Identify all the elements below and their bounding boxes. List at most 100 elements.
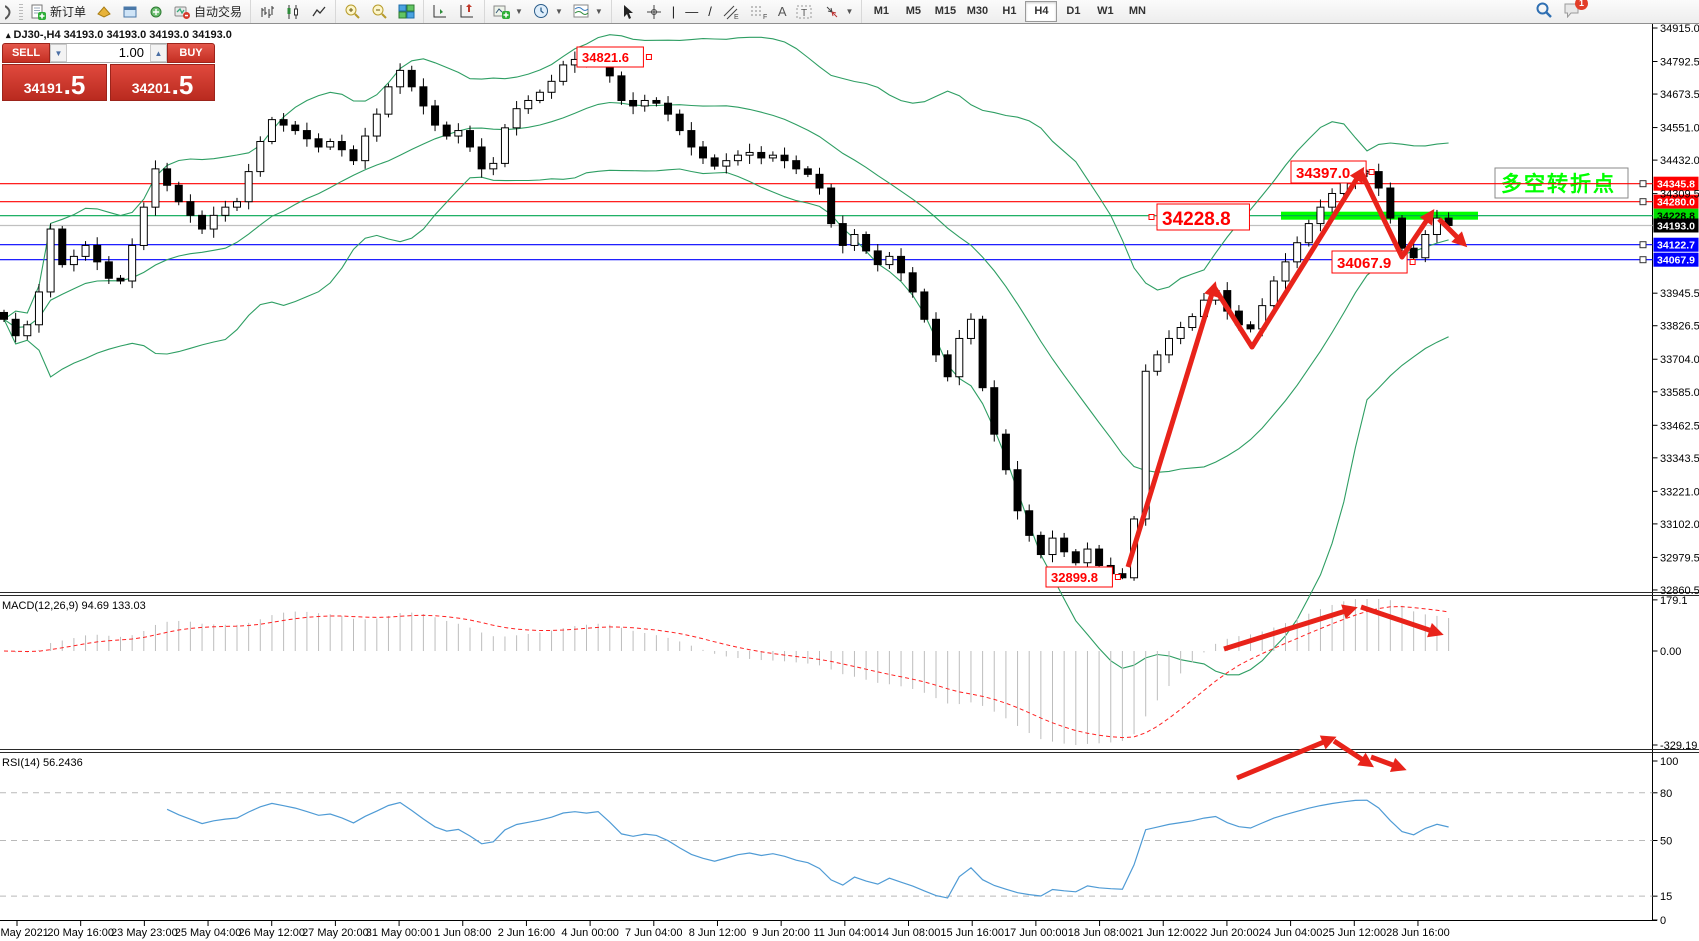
chart-shift-icon[interactable] <box>454 1 481 23</box>
add-indicator-button[interactable]: ▼ <box>488 1 528 23</box>
timeframe-mn[interactable]: MN <box>1128 5 1146 17</box>
price-label-box <box>1331 250 1408 274</box>
buy-price-last-digit: .5 <box>171 70 194 100</box>
price-tick: 34673.5 <box>1660 89 1699 101</box>
price-tick: 32860.5 <box>1660 585 1699 597</box>
volume-decrease-button[interactable]: ▼ <box>50 44 67 62</box>
timeframe-h1[interactable]: H1 <box>1002 5 1017 17</box>
rsi-level: 0 <box>1660 915 1666 927</box>
red-arrowhead <box>1427 623 1444 638</box>
red-arrow <box>1211 170 1364 350</box>
svg-text:34345.8: 34345.8 <box>1657 179 1695 191</box>
toolbar-search-icon[interactable] <box>1535 1 1553 22</box>
macd-pane: 179.1 0.00 -329.19 <box>3 595 1697 752</box>
bar-chart-icon[interactable] <box>254 1 280 23</box>
timeframe-h4[interactable]: H4 <box>1025 1 1058 22</box>
data-window-icon[interactable] <box>117 1 143 23</box>
new-order-icon <box>31 4 46 20</box>
signals-icon[interactable] <box>143 1 169 23</box>
volume-increase-button[interactable]: ▲ <box>150 44 167 62</box>
time-tick: 26 May 12:00 <box>238 927 305 939</box>
pivot-annotation-box <box>1494 167 1629 199</box>
price-tick: 33945.5 <box>1660 288 1699 300</box>
red-arrow <box>1358 170 1434 260</box>
toolbar-group-charts <box>250 0 335 23</box>
macd-signal-line <box>3 606 1449 739</box>
sell-button[interactable]: SELL <box>2 43 50 63</box>
vertical-line-tool-icon[interactable]: | <box>671 3 676 19</box>
svg-text:34280.0: 34280.0 <box>1657 197 1695 209</box>
line-chart-icon[interactable] <box>306 1 332 23</box>
buy-button[interactable]: BUY <box>167 43 215 63</box>
tile-windows-icon[interactable] <box>393 1 420 23</box>
time-tick: 23 May 23:00 <box>111 927 178 939</box>
market-watch-icon[interactable] <box>91 1 117 23</box>
templates-button[interactable]: ▼ <box>568 1 608 23</box>
toolbar-group-zoom <box>335 0 423 23</box>
symbol-ohlc-text: DJ30-,H4 34193.0 34193.0 34193.0 34193.0 <box>13 29 232 41</box>
timeframe-m5[interactable]: M5 <box>905 5 922 17</box>
time-tick: 28 Jun 16:00 <box>1386 927 1450 939</box>
bollinger-middle <box>3 101 1449 473</box>
zoom-out-icon[interactable] <box>366 1 393 23</box>
svg-text:F: F <box>763 14 767 20</box>
timeframe-d1[interactable]: D1 <box>1066 5 1081 17</box>
auto-scroll-icon[interactable] <box>427 1 454 23</box>
time-tick: 21 Jun 12:00 <box>1131 927 1195 939</box>
trendline-tool-icon[interactable]: / <box>708 3 712 19</box>
zoom-in-icon[interactable] <box>339 1 366 23</box>
channel-tool-icon[interactable]: E <box>717 1 745 23</box>
sell-price-display[interactable]: 34191.5 <box>2 64 107 101</box>
horizontal-line-tool-icon[interactable]: — <box>685 3 699 19</box>
timeframe-m30[interactable]: M30 <box>966 5 989 17</box>
price-tag <box>1653 218 1699 233</box>
timeframe-w1[interactable]: W1 <box>1097 5 1114 17</box>
price-tick: 33221.0 <box>1660 486 1699 498</box>
new-order-button[interactable]: 新订单 <box>25 1 91 23</box>
buy-price-display[interactable]: 34201.5 <box>110 64 215 101</box>
svg-text:34193.0: 34193.0 <box>1657 220 1695 232</box>
price-label-text: 34067.9 <box>1337 255 1391 272</box>
auto-trading-button[interactable]: 自动交易 <box>169 1 247 23</box>
time-tick: 20 May 16:00 <box>47 927 114 939</box>
chevron-down-icon: ▼ <box>845 7 854 16</box>
price-axis: 34915.0 34792.5 34673.5 34551.0 34432.0 34309… <box>1652 23 1699 597</box>
price-tick: 33462.5 <box>1660 420 1699 432</box>
red-arrow <box>1223 606 1353 652</box>
template-icon <box>573 4 589 18</box>
text-tool-icon[interactable]: A <box>777 4 787 19</box>
collapse-arrow-icon[interactable]: ▴ <box>6 30 11 40</box>
arrows-tool-button[interactable]: ▼ <box>819 1 858 23</box>
timeframe-m15[interactable]: M15 <box>934 5 957 17</box>
rsi-level: 80 <box>1660 788 1672 800</box>
red-arrowhead <box>1319 735 1337 750</box>
price-label-text: 34397.0 <box>1296 165 1350 182</box>
red-arrow <box>1125 286 1217 568</box>
price-tick: 33585.0 <box>1660 387 1699 399</box>
toolbar-grip <box>19 3 23 20</box>
one-click-trade-panel: SELL ▼ 1.00 ▲ BUY 34191.5 34201.5 <box>2 43 215 101</box>
crosshair-tool-icon[interactable] <box>641 1 667 23</box>
auto-trading-label: 自动交易 <box>194 5 243 19</box>
macd-tick: 179.1 <box>1660 595 1688 607</box>
volume-input[interactable]: 1.00 <box>118 45 144 60</box>
candlestick-chart-icon[interactable] <box>280 1 306 23</box>
periods-button[interactable]: ▼ <box>528 1 568 23</box>
timeframe-m1[interactable]: M1 <box>873 5 890 17</box>
notifications-button[interactable]: 1 <box>1563 0 1588 21</box>
trend-arrows[interactable] <box>1125 166 1468 568</box>
symbol-header: ▴ DJ30-,H4 34193.0 34193.0 34193.0 34193.… <box>6 29 232 41</box>
sell-price-last-digit: .5 <box>63 70 86 100</box>
price-label-box <box>576 46 644 68</box>
volume-spinner: ▼ 1.00 ▲ <box>50 43 167 63</box>
text-label-tool-icon[interactable]: T <box>791 1 819 23</box>
red-arrowhead <box>1389 757 1407 772</box>
chevron-down-icon: ▼ <box>594 7 603 16</box>
fibonacci-tool-icon[interactable]: F <box>745 1 773 23</box>
time-tick: 4 Jun 00:00 <box>561 927 619 939</box>
price-annotations[interactable]: 34821.6 34397.0 34228.8 34067.9 32899.8 <box>576 46 1416 588</box>
time-tick: 9 Jun 20:00 <box>752 927 810 939</box>
time-tick: 2 Jun 16:00 <box>498 927 556 939</box>
cursor-tool-icon[interactable] <box>615 1 641 23</box>
